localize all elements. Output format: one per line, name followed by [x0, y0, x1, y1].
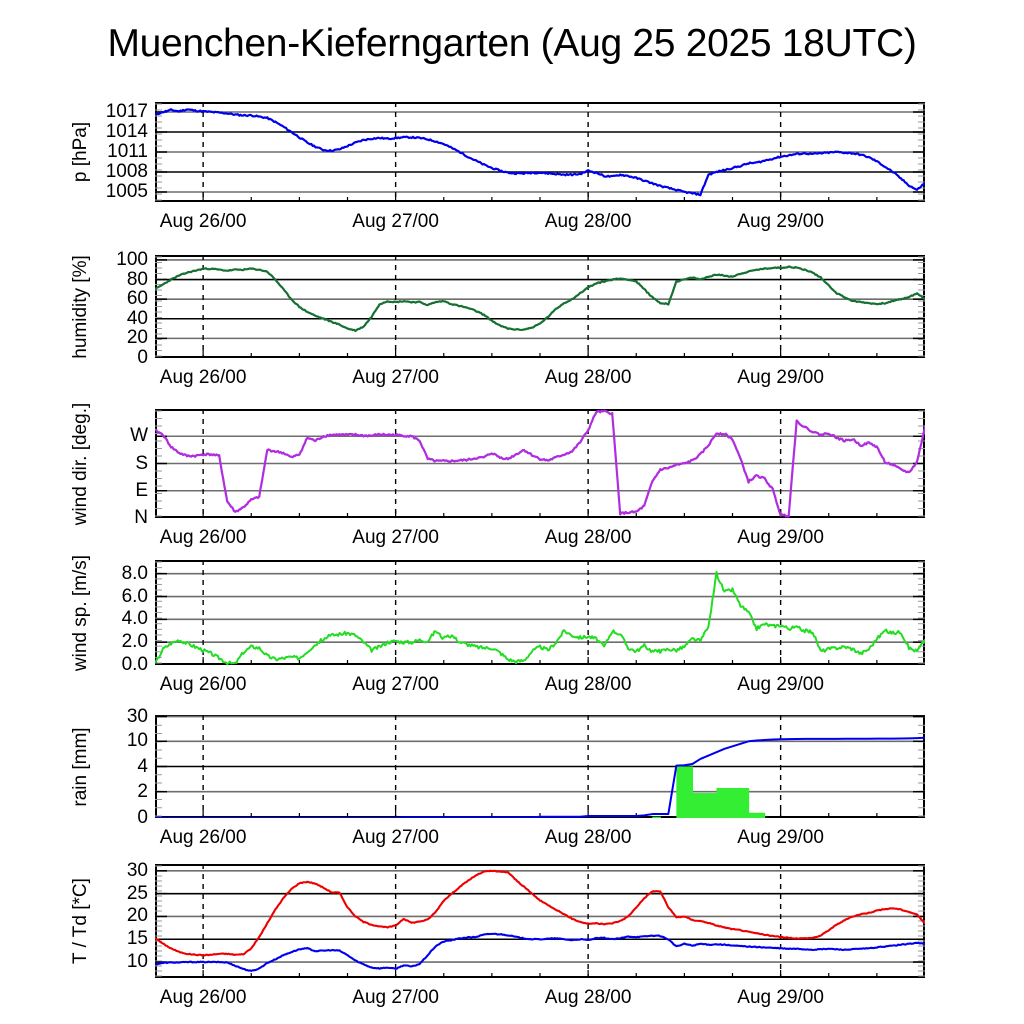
y-tick-temp-0: 10	[126, 951, 148, 973]
panel-temperature	[155, 864, 925, 978]
x-tick-label-temp-0: Aug 26/00	[159, 987, 247, 1008]
y-tick-pressure-4: 1017	[105, 101, 148, 122]
y-tick-wind_dir-0: N	[134, 507, 148, 528]
y-tick-humidity-5: 100	[116, 248, 148, 270]
y-tick-temp-3: 25	[126, 882, 148, 904]
x-tick-label-rain-3: Aug 29/00	[737, 827, 824, 848]
y-tick-rain-4: 30	[126, 705, 148, 727]
x-tick-label-wind_dir-0: Aug 26/00	[159, 527, 247, 548]
x-tick-label-pressure-0: Aug 26/00	[159, 211, 247, 232]
x-tick-label-humidity-3: Aug 29/00	[737, 367, 824, 388]
x-tick-label-wind_dir-1: Aug 27/00	[352, 527, 439, 548]
plot-area-temperature	[155, 864, 925, 978]
x-tick-label-temp-3: Aug 29/00	[737, 987, 824, 1008]
panel-wind-speed	[155, 560, 925, 665]
x-tick-label-wind_dir-3: Aug 29/00	[737, 527, 824, 548]
y-tick-wind_speed-0: 0.0	[121, 654, 148, 675]
y-tick-humidity-1: 20	[126, 327, 148, 349]
panel-humidity	[155, 255, 925, 358]
wind-direction-series-svg	[155, 409, 925, 518]
humidity-series-svg	[155, 255, 925, 358]
y-tick-rain-1: 2	[137, 780, 148, 802]
x-tick-label-humidity-0: Aug 26/00	[159, 367, 247, 388]
y-tick-wind_dir-2: S	[135, 452, 148, 474]
x-tick-label-wind_speed-0: Aug 26/00	[159, 674, 247, 695]
y-tick-pressure-0: 1005	[105, 181, 148, 202]
x-tick-label-pressure-1: Aug 27/00	[352, 211, 439, 232]
y-tick-humidity-3: 60	[126, 288, 148, 310]
y-tick-temp-2: 20	[126, 905, 148, 927]
pressure-series-svg	[155, 102, 925, 202]
y-tick-wind_dir-1: E	[135, 479, 148, 501]
y-tick-humidity-2: 40	[126, 307, 148, 329]
y-tick-wind_speed-1: 2.0	[121, 631, 148, 653]
y-tick-rain-0: 0	[137, 807, 148, 828]
x-tick-label-pressure-3: Aug 29/00	[737, 211, 824, 232]
y-tick-humidity-4: 80	[126, 268, 148, 290]
x-tick-label-wind_speed-1: Aug 27/00	[352, 674, 439, 695]
y-tick-wind_speed-4: 8.0	[121, 562, 148, 584]
y-tick-rain-3: 10	[126, 730, 148, 752]
x-tick-label-wind_speed-2: Aug 28/00	[544, 674, 632, 695]
x-tick-label-humidity-2: Aug 28/00	[544, 367, 632, 388]
panel-rain	[155, 715, 925, 818]
y-tick-pressure-1: 1008	[105, 161, 148, 182]
y-tick-wind_speed-3: 6.0	[121, 585, 148, 607]
rain-series-svg	[155, 715, 925, 818]
x-tick-label-temp-2: Aug 28/00	[544, 987, 632, 1008]
panel-wind-direction	[155, 409, 925, 518]
x-tick-label-rain-1: Aug 27/00	[352, 827, 439, 848]
x-tick-label-wind_speed-3: Aug 29/00	[737, 674, 824, 695]
page-title: Muenchen-Kieferngarten (Aug 25 2025 18UT…	[107, 22, 917, 65]
y-tick-wind_dir-3: W	[130, 425, 148, 447]
temperature-series-svg	[155, 864, 925, 978]
y-tick-humidity-0: 0	[137, 347, 148, 368]
x-tick-label-humidity-1: Aug 27/00	[352, 367, 439, 388]
y-tick-rain-2: 4	[137, 755, 148, 777]
x-tick-label-wind_dir-2: Aug 28/00	[544, 527, 632, 548]
y-tick-pressure-2: 1011	[107, 141, 148, 162]
y-tick-temp-4: 30	[126, 859, 148, 881]
x-tick-label-rain-2: Aug 28/00	[544, 827, 632, 848]
x-tick-label-temp-1: Aug 27/00	[352, 987, 439, 1008]
wind-speed-series-svg	[155, 560, 925, 665]
y-tick-temp-1: 15	[126, 928, 148, 950]
x-tick-label-pressure-2: Aug 28/00	[544, 211, 632, 232]
y-tick-pressure-3: 1014	[105, 121, 148, 142]
y-tick-wind_speed-2: 4.0	[121, 608, 148, 630]
panel-pressure	[155, 102, 925, 202]
x-tick-label-rain-0: Aug 26/00	[159, 827, 247, 848]
